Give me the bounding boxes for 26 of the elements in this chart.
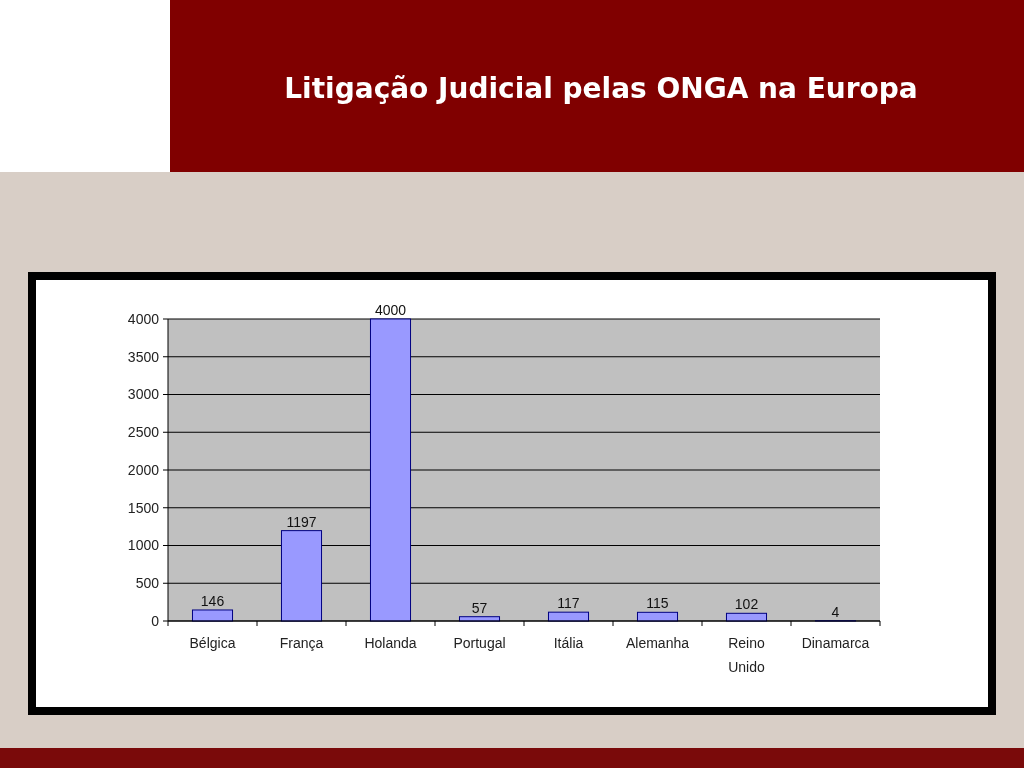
chart-title: Litigação Judicial pelas ONGA na Europa — [284, 72, 918, 105]
x-tick-label: Bélgica — [189, 635, 236, 651]
data-label: 57 — [471, 599, 488, 616]
data-label: 102 — [734, 596, 759, 613]
y-tick-label: 500 — [135, 575, 160, 592]
y-tick-label: 1000 — [127, 537, 160, 554]
data-label: 4 — [831, 603, 840, 620]
x-tick-label: Dinamarca — [801, 635, 870, 651]
data-label: 115 — [646, 595, 669, 612]
y-tick-label: 4000 — [127, 310, 160, 327]
x-tick-label: Holanda — [364, 635, 417, 651]
data-label: 4000 — [374, 302, 407, 318]
data-label: 117 — [557, 595, 580, 612]
x-tick-label: França — [279, 635, 324, 651]
y-tick-label: 3000 — [127, 386, 160, 403]
x-tick-label: Reino Unido — [728, 635, 765, 675]
x-tick-label: Portugal — [453, 635, 506, 651]
y-tick-label: 3500 — [127, 348, 160, 365]
data-label: 146 — [200, 592, 225, 609]
y-tick-label: 0 — [151, 612, 160, 629]
x-tick-label: Alemanha — [625, 635, 690, 651]
data-label: 1197 — [286, 513, 317, 530]
x-tick-label: Itália — [553, 635, 584, 651]
y-tick-label: 1500 — [127, 499, 160, 516]
y-tick-label: 2000 — [127, 461, 160, 478]
y-tick-label: 2500 — [127, 424, 160, 441]
